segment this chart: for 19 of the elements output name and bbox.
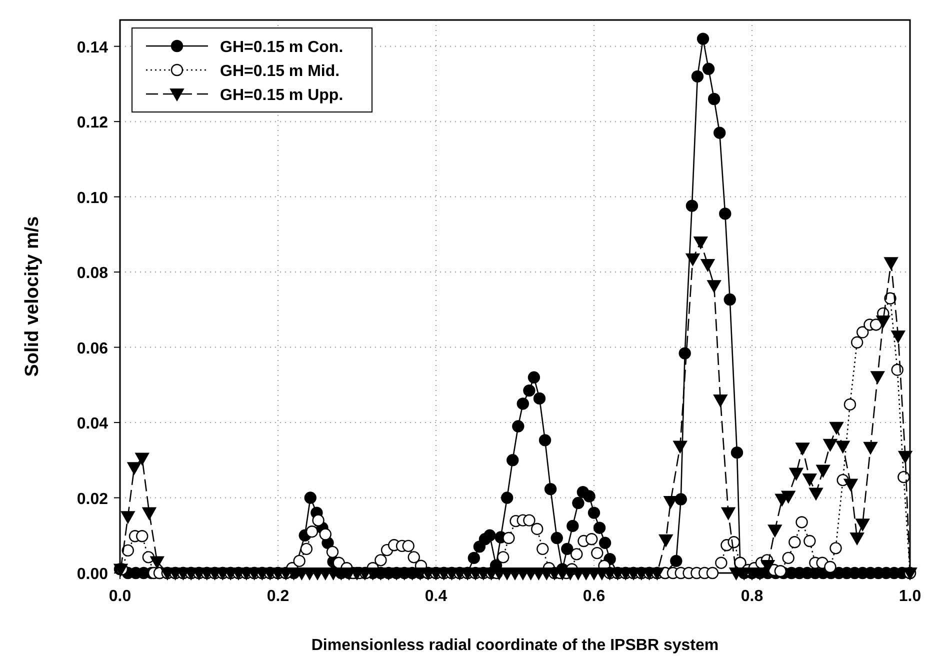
x-tick-label: 0.0 (108, 588, 132, 605)
y-tick-label: 0.02 (76, 490, 108, 508)
x-axis-title: Dimensionless radial coordinate of the IPSBR system (311, 637, 719, 654)
y-tick-label: 0.10 (76, 190, 108, 207)
x-tick-label: 0.6 (582, 588, 606, 605)
x-tick-label: 0.8 (740, 588, 764, 605)
y-tick-label: 0.14 (76, 39, 108, 56)
y-tick-label: 0.06 (76, 340, 108, 358)
y-tick-label: 0.00 (76, 566, 108, 583)
x-tick-label: 0.4 (424, 588, 448, 605)
y-tick-label: 0.04 (76, 416, 108, 433)
legend-label: GH=0.15 m Mid. (220, 63, 340, 80)
y-tick-label: 0.08 (76, 265, 108, 282)
y-tick-label: 0.12 (76, 114, 108, 132)
legend-label: GH=0.15 m Con. (220, 39, 344, 56)
x-tick-label: 0.2 (266, 588, 290, 605)
y-axis-title: Solid velocity m/s (22, 216, 43, 377)
x-tick-label: 1.0 (898, 588, 922, 605)
legend-label: GH=0.15 m Upp. (220, 87, 344, 104)
